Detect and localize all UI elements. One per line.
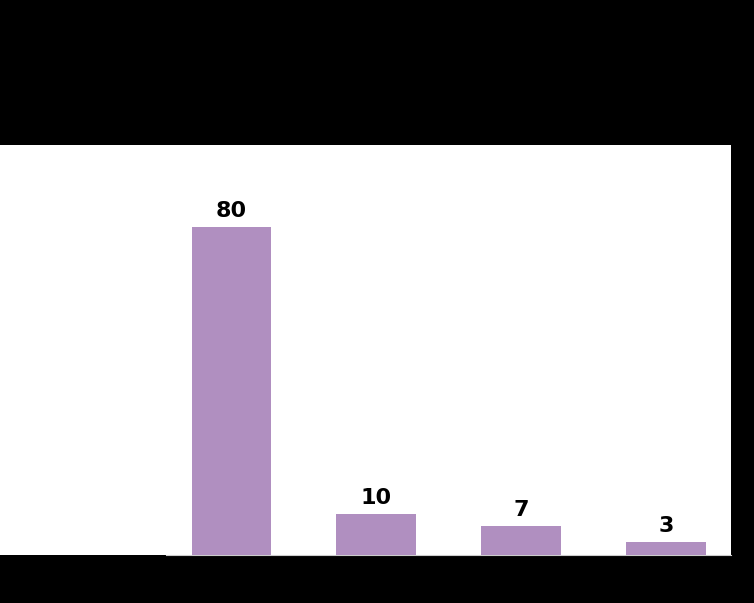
Text: 80: 80 [216, 201, 247, 221]
Bar [336, 514, 416, 555]
Text: 7: 7 [513, 500, 529, 520]
Bar [626, 543, 706, 555]
Text: 3: 3 [658, 516, 673, 536]
Y-axis label: EMBODIED CARBON
CONTRIBUTION (%): EMBODIED CARBON CONTRIBUTION (%) [110, 250, 149, 449]
Bar [192, 227, 271, 555]
Text: 10: 10 [360, 488, 392, 508]
Bar [481, 526, 561, 555]
